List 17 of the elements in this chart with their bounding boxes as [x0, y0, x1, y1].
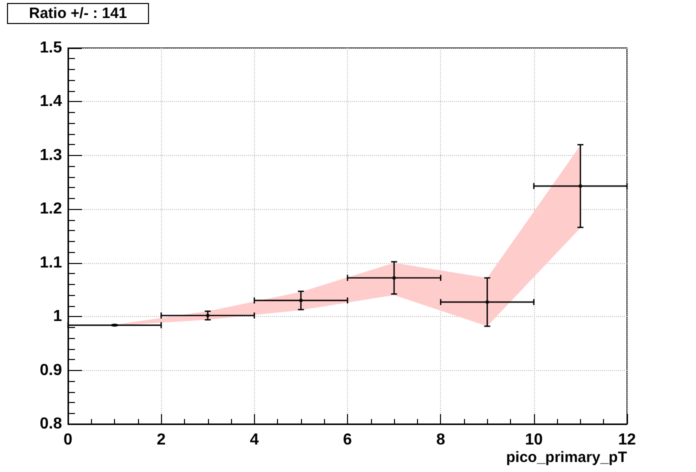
x-tick-label: 10	[524, 432, 543, 448]
y-tick-label: 1.2	[40, 200, 62, 218]
y-tick-label: 1.1	[40, 254, 62, 272]
x-tick-label: 8	[436, 432, 446, 448]
y-tick-label: 0.9	[40, 362, 62, 379]
y-tick-label: 0.8	[40, 416, 62, 432]
x-tick-label: 0	[64, 432, 73, 448]
x-tick-label: 12	[618, 432, 636, 448]
y-tick-label: 1.5	[40, 40, 62, 56]
x-tick-label: 6	[343, 432, 352, 448]
y-tick-label: 1	[53, 308, 62, 326]
chart-title: Ratio +/- : 141	[29, 5, 127, 22]
y-tick-label: 1.4	[40, 93, 62, 110]
x-tick-label: 2	[156, 432, 166, 448]
x-axis-title: pico_primary_pT	[506, 449, 627, 466]
x-tick-label: 4	[250, 432, 259, 448]
y-tick-label: 1.3	[40, 146, 62, 164]
